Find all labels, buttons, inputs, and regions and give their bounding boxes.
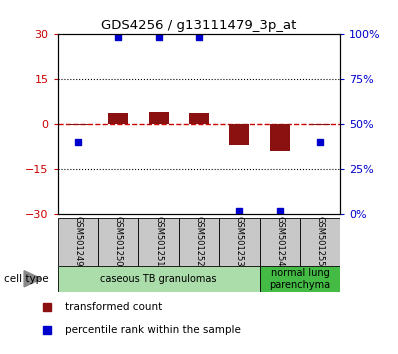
Bar <box>259 266 340 292</box>
Bar <box>58 218 98 266</box>
Bar <box>189 113 209 124</box>
Bar <box>148 112 169 124</box>
Bar <box>108 113 129 124</box>
Bar <box>68 124 88 125</box>
Text: caseous TB granulomas: caseous TB granulomas <box>100 274 217 284</box>
Text: GSM501253: GSM501253 <box>235 216 244 267</box>
Text: GSM501255: GSM501255 <box>316 216 325 267</box>
Bar <box>310 124 330 125</box>
Bar <box>139 218 179 266</box>
Text: GSM501252: GSM501252 <box>195 216 203 267</box>
Title: GDS4256 / g13111479_3p_at: GDS4256 / g13111479_3p_at <box>101 19 297 33</box>
Text: normal lung
parenchyma: normal lung parenchyma <box>269 268 330 290</box>
Text: GSM501249: GSM501249 <box>73 216 82 267</box>
Text: cell type: cell type <box>4 274 49 284</box>
Bar <box>58 266 259 292</box>
Bar <box>229 124 250 145</box>
Bar <box>179 218 219 266</box>
Text: GSM501251: GSM501251 <box>154 216 163 267</box>
Bar <box>219 218 259 266</box>
Bar <box>300 218 340 266</box>
Text: percentile rank within the sample: percentile rank within the sample <box>65 325 241 335</box>
Bar <box>98 218 139 266</box>
Text: GSM501250: GSM501250 <box>114 216 123 267</box>
Text: transformed count: transformed count <box>65 302 162 312</box>
Polygon shape <box>24 271 41 287</box>
Bar <box>259 218 300 266</box>
Text: GSM501254: GSM501254 <box>275 216 284 267</box>
Bar <box>270 124 290 151</box>
